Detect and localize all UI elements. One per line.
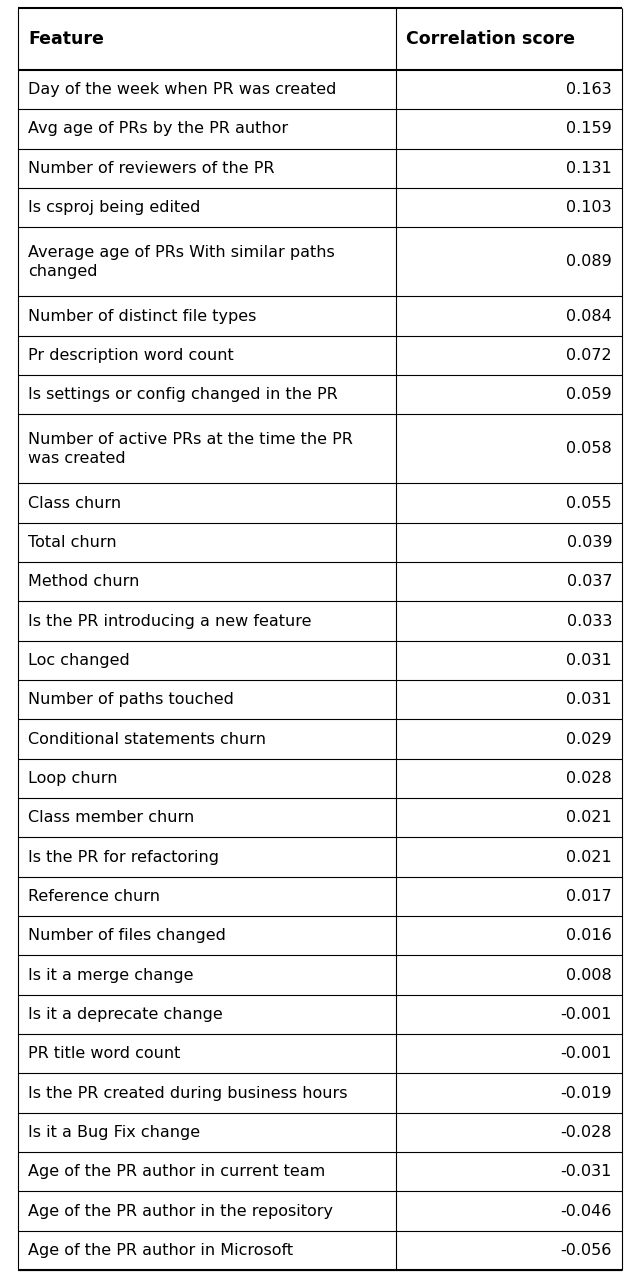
Text: -0.046: -0.046 <box>561 1204 612 1218</box>
Text: 0.039: 0.039 <box>566 535 612 550</box>
Text: Conditional statements churn: Conditional statements churn <box>28 731 266 746</box>
Text: -0.001: -0.001 <box>561 1047 612 1061</box>
Text: 0.008: 0.008 <box>566 967 612 983</box>
Text: Is it a merge change: Is it a merge change <box>28 967 193 983</box>
Text: 0.031: 0.031 <box>566 653 612 668</box>
Text: 0.021: 0.021 <box>566 810 612 826</box>
Text: Class churn: Class churn <box>28 496 121 511</box>
Text: 0.059: 0.059 <box>566 387 612 403</box>
Text: Is the PR for refactoring: Is the PR for refactoring <box>28 850 219 865</box>
Text: 0.016: 0.016 <box>566 928 612 943</box>
Text: 0.058: 0.058 <box>566 441 612 456</box>
Text: 0.072: 0.072 <box>566 348 612 363</box>
Text: Number of active PRs at the time the PR
was created: Number of active PRs at the time the PR … <box>28 432 353 466</box>
Text: 0.131: 0.131 <box>566 161 612 176</box>
Text: Is settings or config changed in the PR: Is settings or config changed in the PR <box>28 387 338 403</box>
Text: Average age of PRs With similar paths
changed: Average age of PRs With similar paths ch… <box>28 244 335 279</box>
Text: 0.103: 0.103 <box>566 201 612 215</box>
Text: -0.031: -0.031 <box>561 1164 612 1180</box>
Text: Is it a deprecate change: Is it a deprecate change <box>28 1007 223 1022</box>
Text: 0.033: 0.033 <box>566 613 612 629</box>
Text: Number of files changed: Number of files changed <box>28 928 226 943</box>
Text: Avg age of PRs by the PR author: Avg age of PRs by the PR author <box>28 121 288 137</box>
Text: Number of paths touched: Number of paths touched <box>28 693 234 707</box>
Text: 0.055: 0.055 <box>566 496 612 511</box>
Text: 0.021: 0.021 <box>566 850 612 865</box>
Text: Reference churn: Reference churn <box>28 889 160 904</box>
Text: Method churn: Method churn <box>28 574 140 589</box>
Text: Number of reviewers of the PR: Number of reviewers of the PR <box>28 161 275 176</box>
Text: 0.031: 0.031 <box>566 693 612 707</box>
Text: -0.028: -0.028 <box>561 1125 612 1140</box>
Text: -0.001: -0.001 <box>561 1007 612 1022</box>
Text: 0.037: 0.037 <box>566 574 612 589</box>
Text: Loop churn: Loop churn <box>28 771 118 786</box>
Text: Age of the PR author in current team: Age of the PR author in current team <box>28 1164 325 1180</box>
Text: Day of the week when PR was created: Day of the week when PR was created <box>28 82 337 97</box>
Text: Class member churn: Class member churn <box>28 810 195 826</box>
Text: Is the PR introducing a new feature: Is the PR introducing a new feature <box>28 613 312 629</box>
Text: PR title word count: PR title word count <box>28 1047 180 1061</box>
Text: Feature: Feature <box>28 29 104 49</box>
Text: 0.029: 0.029 <box>566 731 612 746</box>
Text: Pr description word count: Pr description word count <box>28 348 234 363</box>
Text: Loc changed: Loc changed <box>28 653 130 668</box>
Text: Age of the PR author in the repository: Age of the PR author in the repository <box>28 1204 333 1218</box>
Text: 0.028: 0.028 <box>566 771 612 786</box>
Text: Is the PR created during business hours: Is the PR created during business hours <box>28 1085 348 1100</box>
Text: Number of distinct file types: Number of distinct file types <box>28 308 257 323</box>
Text: 0.163: 0.163 <box>566 82 612 97</box>
Text: Age of the PR author in Microsoft: Age of the PR author in Microsoft <box>28 1242 293 1258</box>
Text: Is it a Bug Fix change: Is it a Bug Fix change <box>28 1125 200 1140</box>
Text: Is csproj being edited: Is csproj being edited <box>28 201 200 215</box>
Text: 0.017: 0.017 <box>566 889 612 904</box>
Text: Total churn: Total churn <box>28 535 116 550</box>
Text: Correlation score: Correlation score <box>406 29 575 49</box>
Text: -0.019: -0.019 <box>561 1085 612 1100</box>
Text: 0.084: 0.084 <box>566 308 612 323</box>
Text: -0.056: -0.056 <box>561 1242 612 1258</box>
Text: 0.159: 0.159 <box>566 121 612 137</box>
Text: 0.089: 0.089 <box>566 254 612 270</box>
